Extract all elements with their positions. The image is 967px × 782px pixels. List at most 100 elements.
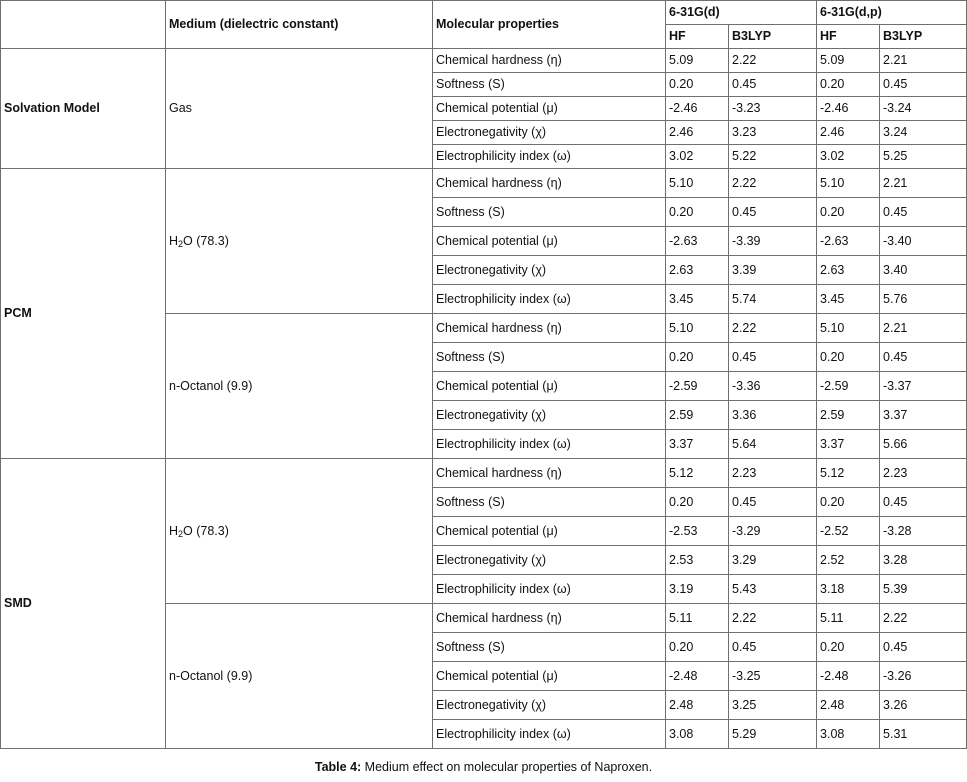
- value-cell-hf-dp: 0.20: [816, 72, 881, 97]
- value-cell-b3lyp-dp: 0.45: [879, 342, 967, 372]
- value-cell-b3lyp-dp: 0.45: [879, 487, 967, 517]
- property-name-cell: Chemical hardness (η): [432, 48, 666, 73]
- value-cell-b3lyp-dp: -3.37: [879, 371, 967, 401]
- property-name-cell: Chemical hardness (η): [432, 458, 666, 488]
- value-cell-b3lyp-d: 3.36: [727, 400, 818, 430]
- property-name-cell: Electronegativity (χ): [432, 690, 666, 720]
- caption-text: Medium effect on molecular properties of…: [361, 760, 653, 774]
- value-cell-hf-dp: 5.10: [816, 168, 881, 198]
- value-cell-b3lyp-dp: 0.45: [879, 632, 967, 662]
- value-cell-b3lyp-dp: 2.22: [879, 603, 967, 633]
- table-row: n-Octanol (9.9) Chemical hardness (η) 5.10…: [1, 313, 967, 459]
- value-cell-hf-d: -2.46: [665, 96, 729, 121]
- value-cell-hf-dp: 5.11: [816, 603, 881, 633]
- value-cell-hf-dp: 2.63: [816, 255, 881, 285]
- value-cell-b3lyp-d: 0.45: [727, 487, 818, 517]
- medium-cell: H2O (78.3): [165, 168, 433, 314]
- value-cell-b3lyp-dp: 3.24: [879, 120, 967, 145]
- value-cell-hf-d: 3.02: [665, 144, 729, 169]
- medium-label-subscript: 2: [178, 528, 184, 539]
- property-name-cell: Chemical potential (μ): [432, 516, 666, 546]
- property-name-cell: Chemical potential (μ): [432, 661, 666, 691]
- property-name-cell: Chemical potential (μ): [432, 371, 666, 401]
- value-cell-hf-dp: 5.10: [816, 313, 881, 343]
- property-name-cell: Electronegativity (χ): [432, 545, 666, 575]
- value-cell-hf-dp: 0.20: [816, 632, 881, 662]
- table-row: Chemical potential (μ) -2.46 -3.23 -2.46 -3.…: [1, 96, 967, 121]
- table-row: Electronegativity (χ) 2.53 3.29 2.52 3.28: [1, 545, 967, 575]
- table-row: Softness (S) 0.20 0.45 0.20 0.45: [1, 72, 967, 97]
- value-cell-b3lyp-d: 2.22: [727, 168, 818, 198]
- value-cell-hf-dp: -2.52: [816, 516, 881, 546]
- table-row: Chemical potential (μ) -2.63 -3.39 -2.63 -3.…: [1, 226, 967, 256]
- value-cell-hf-d: -2.53: [665, 516, 729, 546]
- property-name-cell: Chemical potential (μ): [432, 226, 666, 256]
- value-cell-hf-d: 0.20: [665, 342, 729, 372]
- value-cell-hf-dp: -2.46: [816, 96, 881, 121]
- value-cell-hf-d: 2.46: [665, 120, 729, 145]
- table-row: Electrophilicity index (ω) 3.02 5.22 3.02 5.…: [1, 144, 967, 169]
- table-row: Electrophilicity index (ω) 3.08 5.29 3.08 5.…: [1, 719, 967, 749]
- value-cell-b3lyp-d: 0.45: [727, 72, 818, 97]
- property-name-cell: Electrophilicity index (ω): [432, 284, 666, 314]
- value-cell-b3lyp-dp: 0.45: [879, 72, 967, 97]
- caption-label: Table 4:: [314, 760, 362, 774]
- value-cell-hf-d: 2.63: [665, 255, 729, 285]
- value-cell-b3lyp-d: 2.22: [727, 48, 818, 73]
- value-cell-b3lyp-d: 2.22: [727, 603, 818, 633]
- table-row: Electronegativity (χ) 2.48 3.25 2.48 3.26: [1, 690, 967, 720]
- value-cell-b3lyp-d: 2.22: [727, 313, 818, 343]
- property-name-cell: Softness (S): [432, 72, 666, 97]
- hf-header-dp: HF: [816, 24, 881, 49]
- value-cell-hf-d: 0.20: [665, 487, 729, 517]
- table-row: SMD H2O (78.3) Chemical hardness (η) 5.12 2.…: [0, 458, 967, 749]
- value-cell-hf-d: 3.37: [665, 429, 729, 459]
- value-cell-b3lyp-d: -3.23: [727, 96, 818, 121]
- value-cell-b3lyp-d: 5.64: [727, 429, 818, 459]
- value-cell-hf-d: 5.11: [665, 603, 729, 633]
- value-cell-b3lyp-dp: -3.26: [879, 661, 967, 691]
- medium-label-rest: O (78.3): [183, 233, 229, 248]
- hf-header-d: HF: [665, 24, 729, 49]
- value-cell-hf-d: 5.12: [665, 458, 729, 488]
- value-cell-b3lyp-d: 0.45: [727, 342, 818, 372]
- value-cell-b3lyp-dp: 3.37: [879, 400, 967, 430]
- value-cell-hf-dp: 2.52: [816, 545, 881, 575]
- value-cell-b3lyp-d: -3.36: [727, 371, 818, 401]
- value-cell-b3lyp-d: 3.25: [727, 690, 818, 720]
- property-column-header: Molecular properties: [432, 0, 666, 49]
- table-row: Chemical potential (μ) -2.48 -3.25 -2.48 -3.…: [1, 661, 967, 691]
- solvation-model-cell: Solvation Model: [0, 48, 166, 169]
- value-cell-b3lyp-dp: 2.23: [879, 458, 967, 488]
- value-cell-b3lyp-d: 3.23: [727, 120, 818, 145]
- b3lyp-header-d: B3LYP: [727, 24, 818, 49]
- value-cell-hf-d: -2.48: [665, 661, 729, 691]
- value-cell-hf-dp: -2.63: [816, 226, 881, 256]
- value-cell-b3lyp-d: 5.29: [727, 719, 818, 749]
- value-cell-b3lyp-d: 3.39: [727, 255, 818, 285]
- property-name-cell: Electronegativity (χ): [432, 120, 666, 145]
- value-cell-b3lyp-d: 3.29: [727, 545, 818, 575]
- value-cell-hf-d: 0.20: [665, 632, 729, 662]
- value-cell-hf-dp: -2.59: [816, 371, 881, 401]
- medium-cell: H2O (78.3): [165, 458, 433, 604]
- value-cell-b3lyp-dp: 5.76: [879, 284, 967, 314]
- value-cell-b3lyp-dp: 5.31: [879, 719, 967, 749]
- property-name-cell: Electrophilicity index (ω): [432, 574, 666, 604]
- value-cell-b3lyp-dp: -3.28: [879, 516, 967, 546]
- medium-label-rest: O (78.3): [183, 523, 229, 538]
- medium-label-main: H: [169, 233, 179, 248]
- value-cell-hf-d: -2.63: [665, 226, 729, 256]
- value-cell-hf-d: 0.20: [665, 197, 729, 227]
- table-row: n-Octanol (9.9) Chemical hardness (η) 5.11…: [1, 603, 967, 749]
- medium-label-main: H: [169, 523, 179, 538]
- property-name-cell: Electrophilicity index (ω): [432, 719, 666, 749]
- medium-column-header: Medium (dielectric constant): [165, 0, 433, 49]
- property-name-cell: Electronegativity (χ): [432, 400, 666, 430]
- property-name-cell: Electrophilicity index (ω): [432, 144, 666, 169]
- property-name-cell: Softness (S): [432, 342, 666, 372]
- property-name-cell: Electronegativity (χ): [432, 255, 666, 285]
- value-cell-hf-d: 5.10: [665, 313, 729, 343]
- value-cell-b3lyp-d: -3.39: [727, 226, 818, 256]
- property-name-cell: Chemical hardness (η): [432, 168, 666, 198]
